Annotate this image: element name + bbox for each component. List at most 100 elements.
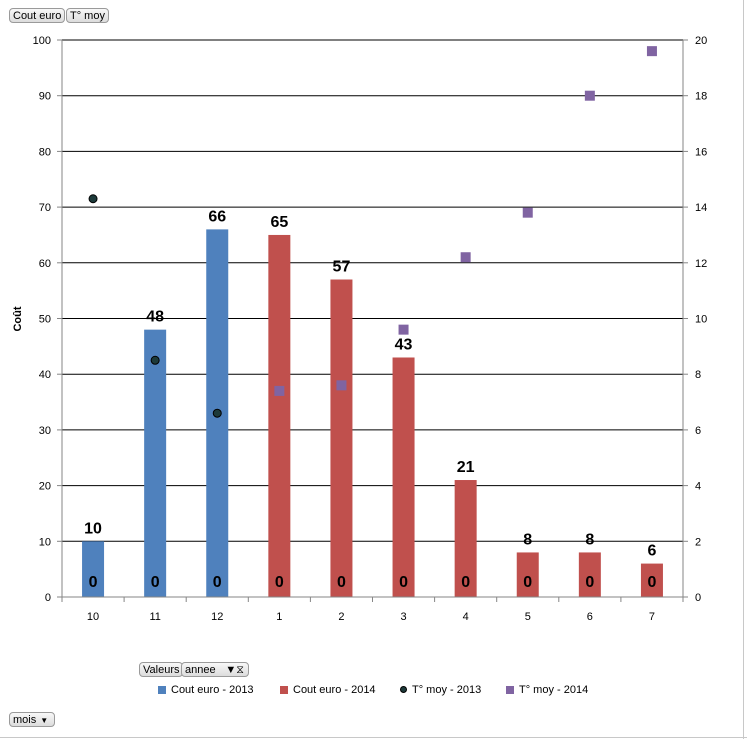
y-tick-label: 70 <box>39 202 51 214</box>
bar <box>640 563 663 597</box>
legend-tmoy-2013: T° moy - 2013 <box>400 684 481 696</box>
y-tick-label: 20 <box>39 481 51 493</box>
base-data-label: 0 <box>399 574 408 591</box>
y2-tick-label: 20 <box>695 35 707 47</box>
bar <box>330 279 353 597</box>
axes: 0102030405060708090100024681012141618201… <box>33 35 708 623</box>
x-tick-label: 7 <box>649 611 655 623</box>
mois-field-button[interactable]: mois ▼ <box>9 712 55 727</box>
y2-tick-label: 16 <box>695 146 707 158</box>
y2-tick-label: 18 <box>695 91 707 103</box>
annee-label: annee <box>185 664 216 676</box>
legend-cout-2013: Cout euro - 2013 <box>158 684 254 696</box>
valeurs-field-button[interactable]: Valeurs <box>139 662 184 677</box>
y2-tick-label: 2 <box>695 536 701 548</box>
bar-data-label: 43 <box>395 336 413 353</box>
bar <box>392 357 415 597</box>
point-marker <box>584 90 595 101</box>
mois-label: mois <box>13 714 37 726</box>
bar <box>144 329 167 597</box>
point-marker <box>274 385 285 396</box>
labels: 10 48 66 65 57 43 21 8 8 6 0 0 0 0 0 0 0 0 0 0 <box>84 208 656 591</box>
t-moy-field-button[interactable]: T° moy <box>66 8 109 23</box>
x-tick-label: 10 <box>87 611 99 623</box>
legend-label: T° moy - 2013 <box>412 684 482 696</box>
y2-tick-label: 6 <box>695 425 701 437</box>
base-data-label: 0 <box>461 574 470 591</box>
y-tick-label: 10 <box>39 536 51 548</box>
base-data-label: 0 <box>647 574 656 591</box>
y2-tick-label: 12 <box>695 258 707 270</box>
bar-data-label: 65 <box>270 214 288 231</box>
base-data-label: 0 <box>213 574 222 591</box>
legend-tmoy-2014: T° moy - 2014 <box>506 684 588 696</box>
filter-icon: ▼⧖ <box>225 664 244 676</box>
x-tick-label: 4 <box>463 611 469 623</box>
bar-data-label: 8 <box>523 531 532 548</box>
point-marker <box>460 252 471 263</box>
y2-tick-label: 0 <box>695 592 701 604</box>
cout-euro-field-button[interactable]: Cout euro <box>9 8 66 23</box>
bar-data-label: 66 <box>208 208 226 225</box>
bar <box>516 552 539 597</box>
x-tick-label: 11 <box>149 611 160 623</box>
y-tick-label: 0 <box>45 592 51 604</box>
frame-bottom-border <box>0 737 747 738</box>
bar <box>82 541 105 597</box>
y-tick-label: 80 <box>39 146 51 158</box>
bar-data-label: 48 <box>146 309 164 326</box>
x-tick-label: 12 <box>211 611 223 623</box>
base-data-label: 0 <box>275 574 284 591</box>
bar-data-label: 21 <box>457 459 475 476</box>
point-marker <box>88 194 98 204</box>
y-axis-title: Coût <box>12 306 24 331</box>
x-tick-label: 3 <box>400 611 406 623</box>
base-data-label: 0 <box>523 574 532 591</box>
x-tick-label: 2 <box>338 611 344 623</box>
y-tick-label: 50 <box>39 314 51 326</box>
legend-label: Cout euro - 2014 <box>293 684 376 696</box>
base-data-label: 0 <box>585 574 594 591</box>
legend-marker-circle <box>400 686 407 693</box>
points <box>88 46 657 418</box>
legend-swatch-blue <box>158 686 166 694</box>
base-data-label: 0 <box>151 574 160 591</box>
base-data-label: 0 <box>89 574 98 591</box>
y2-tick-label: 10 <box>695 314 707 326</box>
frame-right-border <box>743 0 744 739</box>
point-marker <box>398 324 409 335</box>
bar <box>268 234 291 597</box>
legend-cout-2014: Cout euro - 2014 <box>280 684 376 696</box>
chevron-down-icon: ▼ <box>40 716 49 725</box>
point-marker <box>336 380 347 391</box>
bar-data-label: 57 <box>333 259 351 276</box>
y-tick-label: 60 <box>39 258 51 270</box>
point-marker <box>522 207 533 218</box>
point-marker <box>212 408 222 418</box>
y-tick-label: 40 <box>39 369 51 381</box>
bar-data-label: 10 <box>84 520 102 537</box>
bars <box>82 229 663 597</box>
bar <box>454 480 477 597</box>
y-tick-label: 100 <box>33 35 51 47</box>
base-data-label: 0 <box>337 574 346 591</box>
y-tick-label: 30 <box>39 425 51 437</box>
legend-label: T° moy - 2014 <box>519 684 589 696</box>
legend-marker-square <box>506 686 514 694</box>
bar <box>578 552 601 597</box>
legend-swatch-red <box>280 686 288 694</box>
bar-data-label: 8 <box>585 531 594 548</box>
annee-filter-button[interactable]: annee ▼⧖ <box>181 662 249 677</box>
bar-data-label: 6 <box>647 543 656 560</box>
y-tick-label: 90 <box>39 91 51 103</box>
point-marker <box>646 46 657 57</box>
y2-tick-label: 8 <box>695 369 701 381</box>
x-tick-label: 1 <box>276 611 282 623</box>
y2-tick-label: 4 <box>695 481 701 493</box>
y2-tick-label: 14 <box>695 202 707 214</box>
x-tick-label: 6 <box>587 611 593 623</box>
point-marker <box>150 355 160 365</box>
x-tick-label: 5 <box>525 611 531 623</box>
legend-label: Cout euro - 2013 <box>171 684 254 696</box>
